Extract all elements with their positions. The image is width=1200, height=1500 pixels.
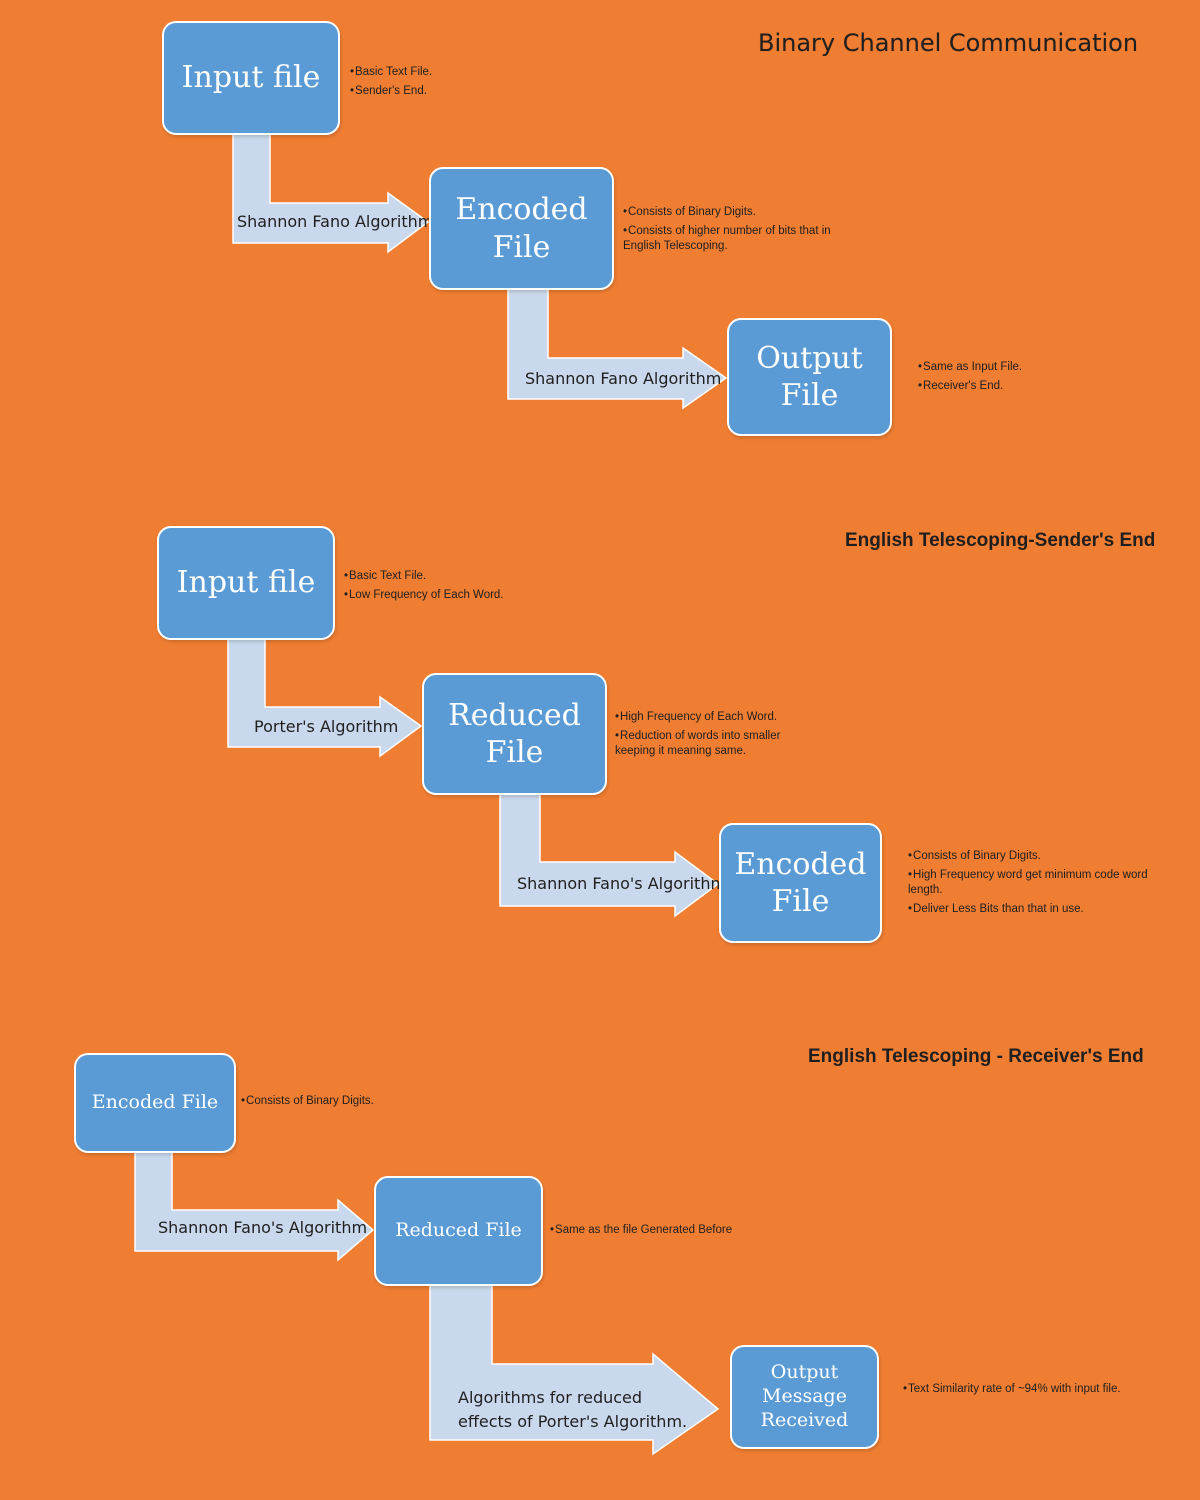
s3-arrow2-label: Algorithms for reduced effects of Porter…	[458, 1388, 688, 1431]
s1-encoded-file-notes: Consists of Binary Digits. Consists of h…	[623, 205, 848, 258]
note: Basic Text File.	[350, 65, 510, 81]
arrow-s3-1	[134, 1150, 375, 1262]
s2-input-file-box: Input file	[157, 526, 335, 640]
arrow-s2-2	[499, 792, 720, 918]
note: Sender's End.	[350, 84, 510, 100]
s3-reduced-file-label: Reduced File	[395, 1219, 522, 1242]
section1-title: Binary Channel Communication	[758, 29, 1139, 57]
note: Reduction of words into smaller keeping …	[615, 729, 815, 760]
note: Consists of Binary Digits.	[623, 205, 848, 221]
s2-input-file-notes: Basic Text File. Low Frequency of Each W…	[344, 569, 544, 606]
s3-arrow1-label: Shannon Fano's Algorithm	[158, 1218, 368, 1237]
section3-title: English Telescoping - Receiver's End	[808, 1046, 1144, 1067]
note: Same as Input File.	[918, 360, 1078, 376]
note: Basic Text File.	[344, 569, 544, 585]
s2-encoded-file-label: Encoded File	[734, 846, 867, 920]
s2-reduced-file-box: Reduced File	[422, 673, 607, 795]
s3-output-message-label: Output Message Received	[760, 1361, 849, 1431]
s2-encoded-file-box: Encoded File	[719, 823, 882, 943]
s2-arrow2-label: Shannon Fano's Algorithm	[517, 874, 727, 893]
s3-reduced-file-notes: Same as the file Generated Before	[550, 1223, 770, 1242]
note: Consists of higher number of bits that i…	[623, 224, 848, 255]
s1-input-file-box: Input file	[162, 21, 340, 135]
note: Receiver's End.	[918, 379, 1078, 395]
note: Text Similarity rate of ~94% with input …	[903, 1382, 1138, 1398]
note: Same as the file Generated Before	[550, 1223, 770, 1239]
s1-arrow2-label: Shannon Fano Algorithm	[525, 369, 722, 388]
s1-output-file-label: Output File	[756, 340, 863, 414]
s2-reduced-file-label: Reduced File	[448, 697, 581, 771]
s1-encoded-file-label: Encoded File	[455, 192, 588, 265]
s3-encoded-file-label: Encoded File	[91, 1091, 219, 1114]
s3-output-message-notes: Text Similarity rate of ~94% with input …	[903, 1382, 1138, 1401]
s2-arrow1-label: Porter's Algorithm	[254, 717, 399, 736]
note: High Frequency of Each Word.	[615, 710, 815, 726]
note: Consists of Binary Digits.	[908, 849, 1148, 865]
s3-encoded-file-notes: Consists of Binary Digits.	[241, 1094, 421, 1113]
arrow-s1-2	[507, 288, 728, 410]
section2-title: English Telescoping-Sender's End	[845, 530, 1156, 551]
arrow-s3-2	[429, 1284, 720, 1456]
note: Low Frequency of Each Word.	[344, 588, 544, 604]
note: High Frequency word get minimum code wor…	[908, 868, 1148, 899]
note: Consists of Binary Digits.	[241, 1094, 421, 1110]
s1-input-file-label: Input file	[181, 60, 321, 96]
s3-reduced-file-box: Reduced File	[374, 1176, 543, 1286]
arrow-s1-1	[232, 132, 430, 254]
s1-arrow1-label: Shannon Fano Algorithm	[237, 212, 434, 231]
s1-output-file-notes: Same as Input File. Receiver's End.	[918, 360, 1078, 397]
s2-reduced-file-notes: High Frequency of Each Word. Reduction o…	[615, 710, 815, 763]
s3-output-message-box: Output Message Received	[730, 1345, 879, 1449]
note: Deliver Less Bits than that in use.	[908, 902, 1148, 918]
arrow-s2-1	[227, 637, 423, 758]
s1-output-file-box: Output File	[727, 318, 892, 436]
s1-input-file-notes: Basic Text File. Sender's End.	[350, 65, 510, 102]
s2-input-file-label: Input file	[176, 565, 316, 601]
s2-encoded-file-notes: Consists of Binary Digits. High Frequenc…	[908, 849, 1148, 920]
s3-encoded-file-box: Encoded File	[74, 1053, 236, 1153]
s1-encoded-file-box: Encoded File	[429, 167, 614, 290]
